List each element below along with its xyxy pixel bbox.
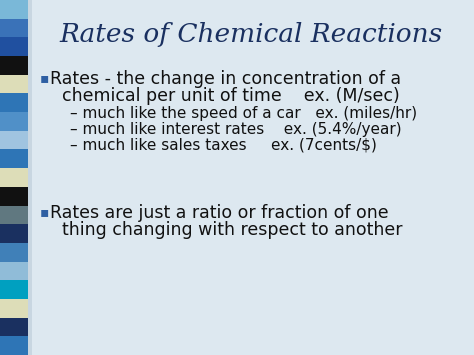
Bar	[0, 37, 28, 56]
Bar	[0, 168, 28, 187]
Bar	[0, 75, 28, 93]
Text: Rates of Chemical Reactions: Rates of Chemical Reactions	[59, 22, 443, 47]
Bar	[0, 19, 28, 37]
Bar	[0, 299, 28, 318]
Bar	[0, 206, 28, 224]
Bar	[0, 131, 28, 149]
Bar	[0, 93, 28, 112]
Bar	[0, 336, 28, 355]
Text: Rates - the change in concentration of a: Rates - the change in concentration of a	[50, 70, 401, 88]
Bar	[0, 280, 28, 299]
Bar	[0, 149, 28, 168]
Text: ▪: ▪	[40, 71, 49, 85]
Text: – much like interest rates    ex. (5.4%/year): – much like interest rates ex. (5.4%/yea…	[70, 122, 401, 137]
Text: chemical per unit of time    ex. (M/sec): chemical per unit of time ex. (M/sec)	[62, 87, 400, 105]
Text: ▪: ▪	[40, 205, 49, 219]
Bar	[28, 0, 32, 355]
Text: – much like sales taxes     ex. (7cents/$): – much like sales taxes ex. (7cents/$)	[70, 138, 377, 153]
Bar	[0, 0, 28, 19]
Bar	[0, 243, 28, 262]
Bar	[0, 56, 28, 75]
Bar	[0, 262, 28, 280]
Bar	[0, 112, 28, 131]
Text: thing changing with respect to another: thing changing with respect to another	[62, 221, 402, 239]
Text: – much like the speed of a car   ex. (miles/hr): – much like the speed of a car ex. (mile…	[70, 106, 417, 121]
Bar	[0, 187, 28, 206]
Bar	[0, 318, 28, 336]
Text: Rates are just a ratio or fraction of one: Rates are just a ratio or fraction of on…	[50, 204, 389, 222]
Bar	[0, 224, 28, 243]
